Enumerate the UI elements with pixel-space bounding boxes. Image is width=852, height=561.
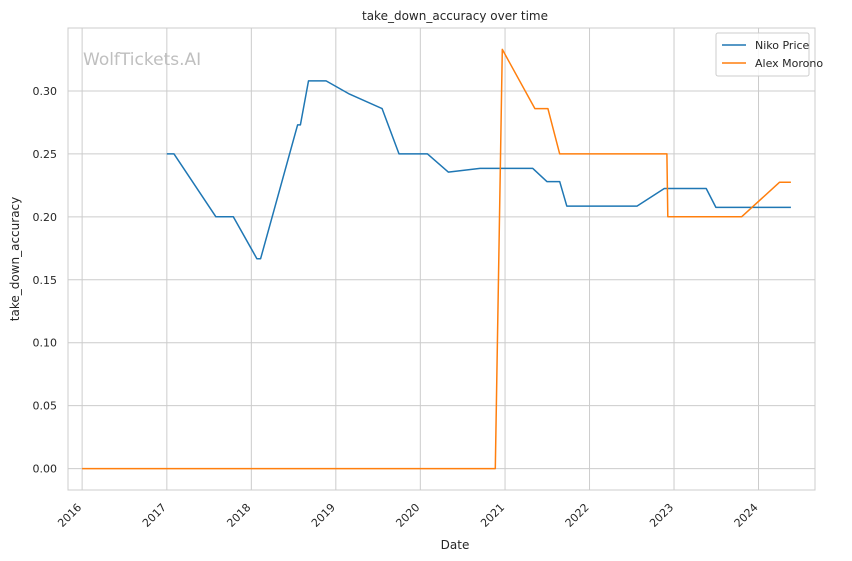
series-lines bbox=[82, 48, 791, 470]
y-tick-label: 0.15 bbox=[33, 274, 58, 287]
y-tick-label: 0.05 bbox=[33, 400, 58, 413]
chart-title: take_down_accuracy over time bbox=[362, 9, 548, 23]
y-tick-label: 0.30 bbox=[33, 85, 58, 98]
series-line-niko-price bbox=[166, 80, 791, 260]
axis-ticks: 2016 2017 2018 2019 2020 2021 2022 2023 20240.00… bbox=[33, 85, 761, 530]
y-axis-label: take_down_accuracy bbox=[8, 197, 22, 321]
watermark: WolfTickets.AI bbox=[83, 50, 201, 70]
y-tick-label: 0.10 bbox=[33, 337, 58, 350]
legend: Niko Price Alex Morono bbox=[715, 32, 823, 77]
y-tick-label: 0.00 bbox=[33, 463, 58, 476]
series-line-alex-morono bbox=[82, 48, 791, 470]
y-tick-label: 0.25 bbox=[33, 148, 58, 161]
legend-label-alex-morono: Alex Morono bbox=[755, 57, 823, 70]
y-tick-label: 0.20 bbox=[33, 211, 58, 224]
x-axis-label: Date bbox=[441, 538, 470, 552]
legend-label-niko-price: Niko Price bbox=[755, 39, 810, 52]
plot-frame bbox=[67, 27, 816, 491]
legend-box bbox=[715, 32, 810, 77]
